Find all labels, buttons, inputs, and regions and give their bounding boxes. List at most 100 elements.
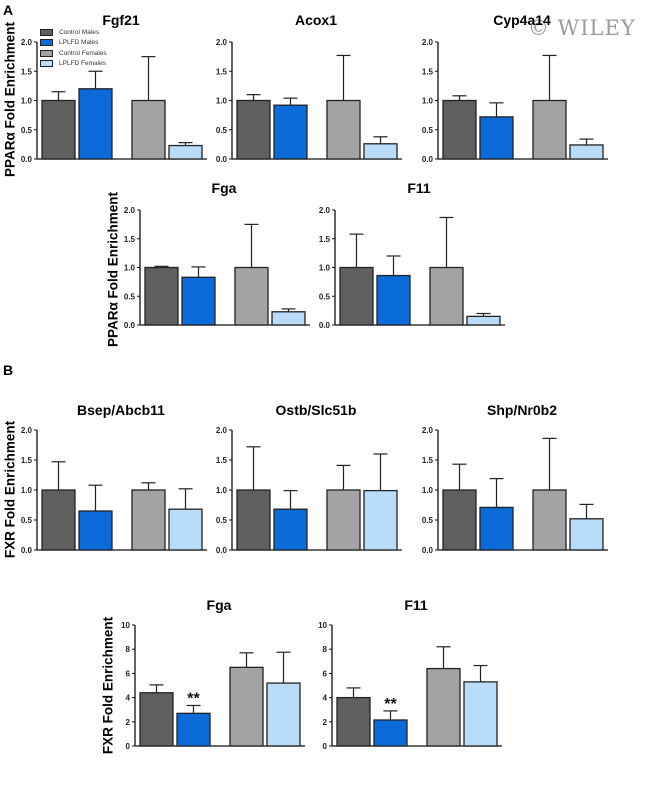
bar-lplfd-females bbox=[363, 489, 398, 551]
bar-lplfd-females bbox=[466, 315, 501, 326]
y-tick-label: 1.5 bbox=[124, 235, 136, 244]
bar-chart: 0.0 0.5 1.0 1.5 2.0 bbox=[216, 426, 402, 555]
bar-lplfd-males bbox=[181, 276, 216, 326]
y-tick-label: 1.0 bbox=[216, 97, 228, 106]
bar-lplfd-males bbox=[479, 116, 514, 160]
bar-chart: 0 2 4 6 8 10 ** bbox=[318, 621, 502, 751]
chart-title: Fga bbox=[206, 597, 232, 613]
bar-lplfd-males bbox=[479, 506, 514, 551]
bar-lplfd-males bbox=[78, 510, 113, 551]
panel-b-label: B bbox=[3, 362, 14, 378]
chart-title: Shp/Nr0b2 bbox=[486, 402, 557, 418]
y-tick-label: 0.0 bbox=[422, 546, 434, 555]
y-tick-label: 0.0 bbox=[21, 155, 33, 164]
y-tick-label: 2.0 bbox=[216, 426, 228, 435]
significance-marker: ** bbox=[187, 690, 200, 707]
legend-item-lplfd-females: LPLFD Females bbox=[40, 59, 107, 70]
bar-chart: 0.0 0.5 1.0 1.5 2.0 bbox=[124, 206, 310, 330]
bar-chart: 0.0 0.5 1.0 1.5 2.0 bbox=[21, 426, 207, 555]
bar-lplfd-males bbox=[373, 719, 408, 747]
bar-control-females bbox=[429, 266, 464, 326]
bar-chart: 0 2 4 6 8 10 ** bbox=[121, 621, 305, 751]
y-tick-label: 1.0 bbox=[422, 97, 434, 106]
bar-control-males bbox=[236, 489, 271, 551]
bar-lplfd-females bbox=[363, 143, 398, 160]
bar-control-males bbox=[339, 266, 374, 326]
chart-title: F11 bbox=[404, 597, 428, 613]
bar-control-females bbox=[326, 489, 361, 551]
y-tick-label: 2.0 bbox=[216, 38, 228, 47]
bar-lplfd-males bbox=[273, 104, 308, 160]
legend-item-control-females: Control Females bbox=[40, 48, 107, 59]
y-tick-label: 0.0 bbox=[422, 155, 434, 164]
y-tick-label: 0.5 bbox=[422, 516, 434, 525]
bar-control-females bbox=[532, 99, 567, 160]
y-tick-label: 0.5 bbox=[21, 126, 33, 135]
significance-marker: ** bbox=[384, 696, 397, 713]
bar-lplfd-males bbox=[376, 274, 411, 326]
y-tick-label: 10 bbox=[318, 621, 327, 630]
bar-control-females bbox=[532, 489, 567, 551]
bar-control-females bbox=[426, 667, 461, 747]
bar-lplfd-females bbox=[569, 144, 604, 160]
legend-swatch bbox=[40, 60, 53, 68]
bar-lplfd-males bbox=[78, 88, 113, 160]
bar-control-males bbox=[144, 266, 179, 326]
bar-lplfd-males bbox=[176, 712, 211, 747]
y-tick-label: 2 bbox=[323, 718, 328, 727]
y-tick-label: 0.0 bbox=[319, 321, 331, 330]
y-tick-label: 0.5 bbox=[21, 516, 33, 525]
y-tick-label: 1.5 bbox=[319, 235, 331, 244]
chart-title: F11 bbox=[407, 180, 431, 196]
legend-label: LPLFD Males bbox=[59, 39, 99, 47]
y-tick-label: 2.0 bbox=[422, 426, 434, 435]
legend: Control Males LPLFD Males Control Female… bbox=[40, 27, 107, 69]
y-tick-label: 4 bbox=[126, 694, 131, 703]
y-tick-label: 0.0 bbox=[124, 321, 136, 330]
legend-swatch bbox=[40, 39, 53, 47]
y-tick-label: 1.0 bbox=[21, 97, 33, 106]
bar-lplfd-males bbox=[273, 508, 308, 551]
y-tick-label: 0.5 bbox=[319, 292, 331, 301]
bar-lplfd-females bbox=[271, 311, 306, 326]
y-tick-label: 4 bbox=[323, 694, 328, 703]
bar-lplfd-females bbox=[168, 508, 203, 551]
chart-title: Ostb/Slc51b bbox=[275, 402, 357, 418]
chart-title: Bsep/Abcb11 bbox=[77, 402, 165, 418]
bar-control-males bbox=[336, 696, 371, 747]
y-tick-label: 0.0 bbox=[21, 546, 33, 555]
y-tick-label: 1.5 bbox=[422, 67, 434, 76]
legend-item-lplfd-males: LPLFD Males bbox=[40, 38, 107, 49]
y-tick-label: 0.5 bbox=[216, 516, 228, 525]
y-tick-label: 0.0 bbox=[216, 546, 228, 555]
y-tick-label: 1.0 bbox=[124, 264, 136, 273]
y-tick-label: 1.5 bbox=[216, 67, 228, 76]
y-tick-label: 1.0 bbox=[216, 486, 228, 495]
y-tick-label: 2.0 bbox=[21, 426, 33, 435]
y-tick-label: 2.0 bbox=[124, 206, 136, 215]
y-tick-label: 0.5 bbox=[216, 126, 228, 135]
y-tick-label: 0.5 bbox=[124, 292, 136, 301]
bar-lplfd-females bbox=[168, 144, 203, 160]
bar-control-males bbox=[41, 489, 76, 551]
y-tick-label: 8 bbox=[323, 645, 328, 654]
y-tick-label: 2.0 bbox=[21, 38, 33, 47]
y-tick-label: 1.5 bbox=[21, 456, 33, 465]
legend-label: Control Females bbox=[59, 49, 107, 57]
y-tick-label: 1.5 bbox=[216, 456, 228, 465]
bar-control-males bbox=[442, 99, 477, 160]
bar-control-males bbox=[236, 99, 271, 160]
y-tick-label: 2.0 bbox=[319, 206, 331, 215]
bar-control-males bbox=[442, 489, 477, 551]
chart-title: Fgf21 bbox=[102, 12, 140, 28]
y-tick-label: 8 bbox=[126, 645, 131, 654]
wiley-watermark: © WILEY bbox=[528, 16, 636, 40]
y-tick-label: 1.0 bbox=[422, 486, 434, 495]
y-tick-label: 1.0 bbox=[319, 264, 331, 273]
bar-control-females bbox=[326, 99, 361, 160]
y-tick-label: 6 bbox=[126, 669, 131, 678]
y-tick-label: 1.5 bbox=[21, 67, 33, 76]
bar-chart: 0.0 0.5 1.0 1.5 2.0 bbox=[422, 38, 608, 164]
bar-control-females bbox=[131, 99, 166, 160]
bar-control-females bbox=[229, 666, 264, 747]
